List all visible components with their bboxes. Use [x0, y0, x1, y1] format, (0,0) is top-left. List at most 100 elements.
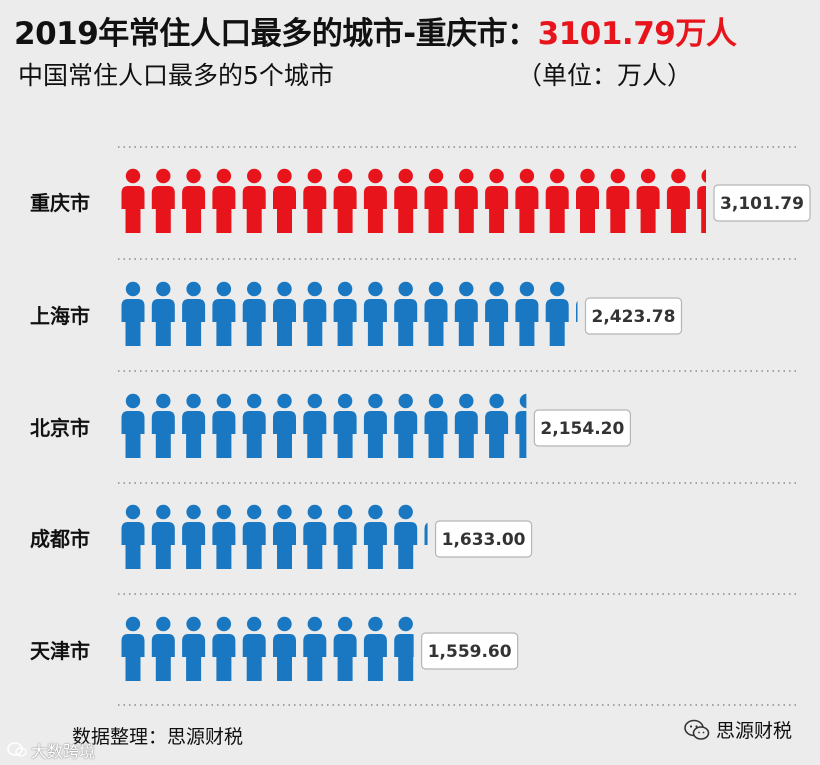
person-icon	[121, 504, 145, 569]
chart-subtitle: 中国常住人口最多的5个城市	[18, 61, 334, 90]
person-icon	[182, 393, 206, 458]
bar	[121, 616, 414, 681]
person-icon	[454, 393, 478, 458]
person-icon	[454, 281, 478, 346]
person-icon	[545, 281, 569, 346]
person-icon	[303, 281, 327, 346]
person-icon	[424, 168, 448, 233]
person-icon	[363, 504, 387, 569]
person-icon	[333, 504, 357, 569]
person-icon	[273, 168, 296, 233]
person-icon	[121, 168, 145, 233]
category-label: 北京市	[30, 416, 90, 440]
bar	[121, 168, 706, 233]
person-icon	[333, 281, 357, 346]
value-label-box	[421, 632, 519, 670]
person-icon	[394, 504, 418, 569]
value-label-box	[533, 409, 631, 447]
value-label: 1,559.60	[428, 642, 512, 662]
person-icon	[121, 393, 145, 458]
person-icon	[333, 393, 357, 458]
person-icon	[485, 281, 509, 346]
person-icon	[151, 168, 175, 233]
category-label: 上海市	[30, 304, 90, 328]
person-icon	[151, 504, 175, 569]
person-icon	[333, 616, 357, 681]
person-icon	[394, 281, 418, 346]
person-icon	[424, 393, 448, 458]
value-label-box	[584, 297, 683, 335]
person-icon	[303, 393, 327, 458]
person-icon	[182, 168, 206, 233]
person-icon	[273, 393, 296, 458]
title-highlight: 3101.79万人	[537, 16, 737, 52]
watermark-text: 大数跨境	[31, 742, 96, 761]
person-icon	[303, 616, 327, 681]
chart-title: 2019年常住人口最多的城市-重庆市：3101.79万人	[14, 8, 737, 53]
person-icon	[576, 168, 599, 233]
unit-label: （单位：万人）	[517, 61, 693, 90]
bar	[121, 504, 428, 569]
person-icon	[394, 168, 418, 233]
value-label: 1,633.00	[442, 530, 526, 550]
person-icon	[636, 168, 660, 233]
person-icon	[121, 281, 145, 346]
person-icon	[182, 281, 206, 346]
person-icon	[363, 616, 387, 681]
person-icon	[151, 393, 175, 458]
person-icon	[273, 504, 296, 569]
category-label: 天津市	[30, 639, 90, 663]
person-icon	[182, 616, 206, 681]
person-icon	[182, 504, 206, 569]
person-icon	[363, 168, 387, 233]
person-icon	[212, 168, 236, 233]
person-icon	[212, 281, 236, 346]
person-icon	[424, 281, 448, 346]
category-label: 成都市	[30, 527, 90, 551]
person-icon	[515, 281, 539, 346]
person-icon	[606, 168, 630, 233]
person-icon	[333, 168, 357, 233]
person-icon	[242, 616, 266, 681]
person-icon	[363, 281, 387, 346]
value-label: 2,423.78	[592, 307, 676, 327]
person-icon	[666, 168, 690, 233]
person-icon	[212, 393, 236, 458]
person-icon	[273, 616, 296, 681]
bar	[121, 393, 527, 458]
person-icon	[151, 616, 175, 681]
person-icon	[394, 393, 418, 458]
title-main: 2019年常住人口最多的城市-重庆市：	[14, 16, 538, 52]
person-icon	[485, 168, 509, 233]
category-label: 重庆市	[30, 191, 90, 215]
person-icon	[273, 281, 296, 346]
person-icon	[242, 393, 266, 458]
person-icon	[485, 393, 509, 458]
person-icon	[363, 393, 387, 458]
value-label-box	[434, 520, 533, 558]
person-icon	[212, 616, 236, 681]
brand-name: 思源财税	[716, 720, 793, 742]
person-icon	[121, 616, 145, 681]
wechat-icon	[684, 719, 710, 740]
person-icon	[151, 281, 175, 346]
data-source: 数据整理：思源财税	[72, 726, 244, 748]
person-icon	[394, 616, 414, 681]
bubble-icon	[7, 742, 27, 757]
person-icon	[212, 504, 236, 569]
watermark: 大数跨境	[6, 738, 95, 762]
value-label: 2,154.20	[540, 419, 624, 439]
person-icon	[303, 504, 327, 569]
person-icon	[515, 168, 539, 233]
bar	[121, 281, 578, 346]
person-icon	[303, 168, 327, 233]
person-icon	[545, 168, 569, 233]
person-icon	[242, 504, 266, 569]
value-label: 3,101.79	[720, 194, 804, 214]
brand: 思源财税	[684, 716, 792, 743]
value-label-box	[713, 184, 811, 222]
person-icon	[242, 168, 266, 233]
person-icon	[242, 281, 266, 346]
person-icon	[454, 168, 478, 233]
